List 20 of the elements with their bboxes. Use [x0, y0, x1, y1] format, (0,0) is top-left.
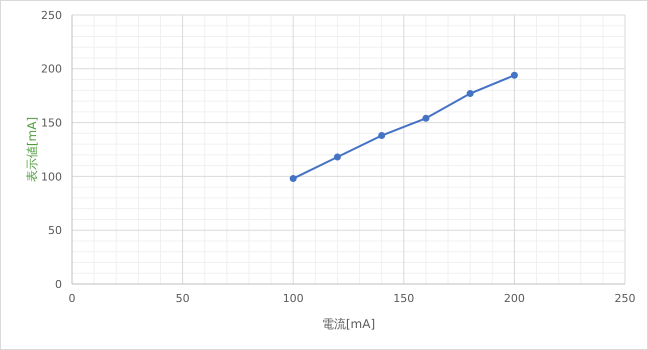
y-axis-title: 表示値[mA]	[25, 116, 39, 182]
y-tick-label: 200	[41, 62, 62, 76]
x-tick-label: 0	[68, 292, 76, 305]
y-tick-label: 50	[48, 224, 62, 238]
x-tick-label: 250	[614, 292, 636, 305]
y-tick-label: 150	[41, 116, 62, 130]
x-tick-label: 200	[504, 292, 525, 305]
point	[422, 114, 430, 122]
point	[290, 175, 297, 182]
x-tick-label: 50	[176, 292, 190, 305]
y-tick-label: 250	[41, 8, 62, 22]
point	[334, 154, 341, 161]
x-axis-title: 電流[mA]	[322, 317, 376, 331]
point	[510, 72, 518, 79]
point	[466, 90, 474, 98]
x-tick-label: 150	[393, 292, 414, 305]
y-tick-label: 100	[41, 170, 62, 184]
x-tick-label: 100	[282, 292, 304, 305]
y-tick-label: 0	[55, 278, 62, 291]
point	[378, 132, 386, 140]
